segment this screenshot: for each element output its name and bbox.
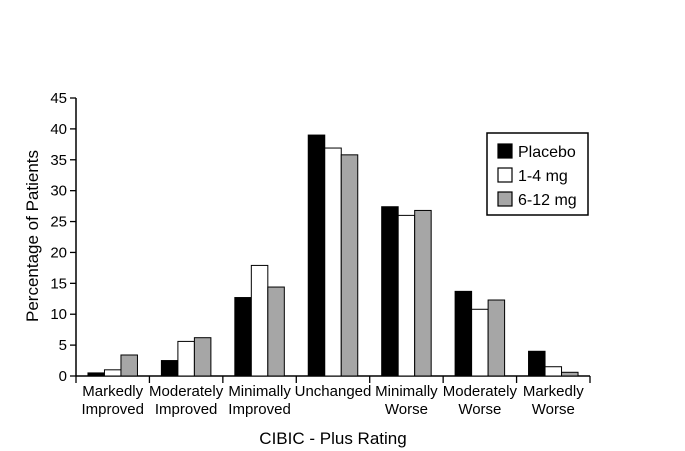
category-label: Moderately Worse	[443, 383, 518, 418]
y-tick-label: 15	[50, 275, 67, 292]
y-tick-label: 25	[50, 214, 67, 231]
category-label-line: Unchanged	[295, 383, 372, 400]
y-tick-label: 0	[59, 368, 67, 385]
bar-1-4-mg	[103, 369, 122, 377]
bar-6-12-mg	[340, 154, 359, 377]
bar-placebo	[234, 297, 252, 377]
category-label: Moderately Improved	[149, 383, 224, 418]
bar-1-4-mg	[397, 214, 416, 377]
category-label-line: Improved	[155, 401, 218, 418]
category-label-line: Minimally	[228, 383, 291, 400]
y-tick-label: 20	[50, 244, 67, 261]
bar-6-12-mg	[120, 354, 138, 377]
bar-1-4-mg	[544, 366, 563, 377]
bar-1-4-mg	[471, 308, 489, 377]
bar-1-4-mg	[324, 147, 342, 377]
category-label-line: Worse	[458, 401, 501, 418]
category-label: Markedly Improved	[81, 383, 144, 418]
bar-6-12-mg	[561, 371, 579, 377]
bar-placebo	[528, 350, 546, 377]
bar-1-4-mg	[177, 340, 195, 377]
category-label: Unchanged	[295, 383, 372, 400]
bar-placebo	[454, 290, 473, 377]
bars	[87, 134, 579, 377]
category-label-line: Minimally	[375, 383, 438, 400]
legend: Placebo 1-4 mg 6-12 mg	[486, 132, 589, 216]
y-tick-label: 5	[59, 337, 67, 354]
bar-1-4-mg	[250, 264, 269, 377]
category-label: Minimally Improved	[228, 383, 291, 418]
bar-6-12-mg	[487, 299, 506, 377]
category-label: Minimally Worse	[375, 383, 438, 418]
y-axis: 0 5 10 15 20 25 30 35 40 45	[50, 90, 77, 385]
bar-6-12-mg	[193, 337, 212, 377]
y-tick-label: 35	[50, 152, 67, 169]
y-axis-title: Percentage of Patients	[23, 150, 42, 322]
legend-swatch	[497, 191, 513, 207]
category-label: Markedly Worse	[523, 383, 584, 418]
legend-swatch	[497, 143, 513, 159]
bar-placebo	[87, 372, 105, 377]
bar-6-12-mg	[267, 286, 285, 377]
bar-placebo	[307, 134, 326, 377]
category-label-line: Moderately	[443, 383, 518, 400]
y-tick-label: 10	[50, 306, 67, 323]
legend-swatch	[497, 167, 513, 183]
category-label-line: Worse	[532, 401, 575, 418]
legend-label: Placebo	[518, 144, 576, 161]
y-tick-label: 30	[50, 183, 67, 200]
category-label-line: Markedly	[523, 383, 584, 400]
y-tick-label: 40	[50, 121, 67, 138]
category-label-line: Improved	[228, 401, 291, 418]
category-label-line: Improved	[81, 401, 144, 418]
x-axis-title: CIBIC - Plus Rating	[259, 429, 406, 448]
legend-label: 6-12 mg	[518, 192, 577, 209]
category-label-line: Markedly	[82, 383, 143, 400]
category-label-line: Moderately	[149, 383, 224, 400]
bar-placebo	[381, 206, 399, 377]
y-tick-label: 45	[50, 90, 67, 107]
bar-6-12-mg	[414, 209, 432, 377]
category-label-line: Worse	[385, 401, 428, 418]
bar-placebo	[160, 360, 179, 377]
legend-label: 1-4 mg	[518, 168, 568, 185]
